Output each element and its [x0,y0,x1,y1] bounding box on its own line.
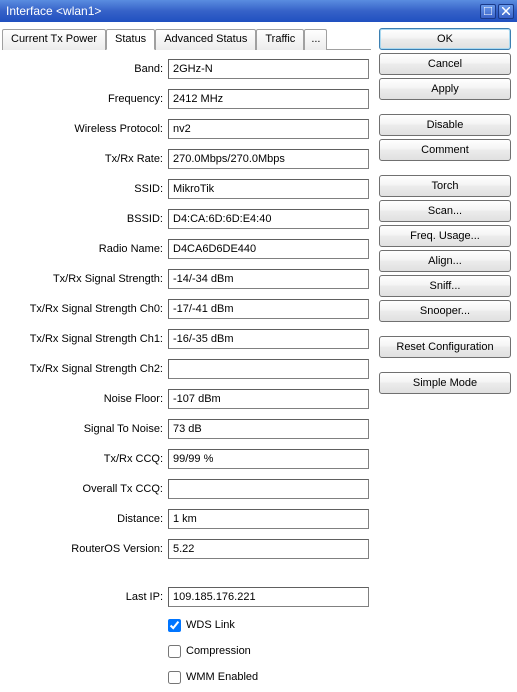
protocol-input[interactable] [168,119,369,139]
disable-button[interactable]: Disable [379,114,511,136]
apply-button[interactable]: Apply [379,78,511,100]
snr-label: Signal To Noise: [2,423,168,435]
compression-label: Compression [186,645,251,657]
wds-row: WDS Link [2,616,369,634]
ccq-label: Tx/Rx CCQ: [2,453,168,465]
sig-ch2-input[interactable] [168,359,369,379]
band-label: Band: [2,63,168,75]
button-column: OK Cancel Apply Disable Comment Torch Sc… [379,28,511,686]
torch-button[interactable]: Torch [379,175,511,197]
tab-traffic[interactable]: Traffic [256,29,304,50]
status-fields: Band: Frequency: Wireless Protocol: Tx/R… [2,58,371,686]
frequency-input[interactable] [168,89,369,109]
tab-more[interactable]: ... [304,29,327,50]
compression-row: Compression [2,642,369,660]
cancel-button[interactable]: Cancel [379,53,511,75]
wds-checkbox[interactable] [168,619,181,632]
last-ip-label: Last IP: [2,591,168,603]
align-button[interactable]: Align... [379,250,511,272]
ok-button[interactable]: OK [379,28,511,50]
sig-ch0-input[interactable] [168,299,369,319]
protocol-label: Wireless Protocol: [2,123,168,135]
ssid-label: SSID: [2,183,168,195]
wmm-checkbox[interactable] [168,671,181,684]
sig-ch1-input[interactable] [168,329,369,349]
ccq-input[interactable] [168,449,369,469]
overall-tx-ccq-label: Overall Tx CCQ: [2,483,168,495]
tab-advanced-status[interactable]: Advanced Status [155,29,256,50]
band-input[interactable] [168,59,369,79]
overall-tx-ccq-input[interactable] [168,479,369,499]
comment-button[interactable]: Comment [379,139,511,161]
tab-status[interactable]: Status [106,29,155,50]
titlebar: Interface <wlan1> [0,0,517,22]
compression-checkbox[interactable] [168,645,181,658]
simple-mode-button[interactable]: Simple Mode [379,372,511,394]
wds-label: WDS Link [186,619,235,631]
minimize-button[interactable] [480,4,496,19]
routeros-label: RouterOS Version: [2,543,168,555]
sig-strength-input[interactable] [168,269,369,289]
wmm-label: WMM Enabled [186,671,258,683]
bssid-input[interactable] [168,209,369,229]
sniff-button[interactable]: Sniff... [379,275,511,297]
sig-strength-label: Tx/Rx Signal Strength: [2,273,168,285]
tab-bar: Current Tx Power Status Advanced Status … [2,28,371,50]
radio-name-input[interactable] [168,239,369,259]
distance-label: Distance: [2,513,168,525]
scan-button[interactable]: Scan... [379,200,511,222]
reset-config-button[interactable]: Reset Configuration [379,336,511,358]
routeros-input[interactable] [168,539,369,559]
last-ip-input[interactable] [168,587,369,607]
wmm-row: WMM Enabled [2,668,369,686]
tab-current-tx-power[interactable]: Current Tx Power [2,29,106,50]
noise-label: Noise Floor: [2,393,168,405]
close-button[interactable] [498,4,514,19]
radio-name-label: Radio Name: [2,243,168,255]
snr-input[interactable] [168,419,369,439]
window-title: Interface <wlan1> [6,4,480,18]
sig-ch2-label: Tx/Rx Signal Strength Ch2: [2,363,168,375]
distance-input[interactable] [168,509,369,529]
titlebar-buttons [480,4,514,19]
sig-ch0-label: Tx/Rx Signal Strength Ch0: [2,303,168,315]
txrx-rate-input[interactable] [168,149,369,169]
sig-ch1-label: Tx/Rx Signal Strength Ch1: [2,333,168,345]
frequency-label: Frequency: [2,93,168,105]
noise-input[interactable] [168,389,369,409]
txrx-rate-label: Tx/Rx Rate: [2,153,168,165]
freq-usage-button[interactable]: Freq. Usage... [379,225,511,247]
bssid-label: BSSID: [2,213,168,225]
snooper-button[interactable]: Snooper... [379,300,511,322]
ssid-input[interactable] [168,179,369,199]
